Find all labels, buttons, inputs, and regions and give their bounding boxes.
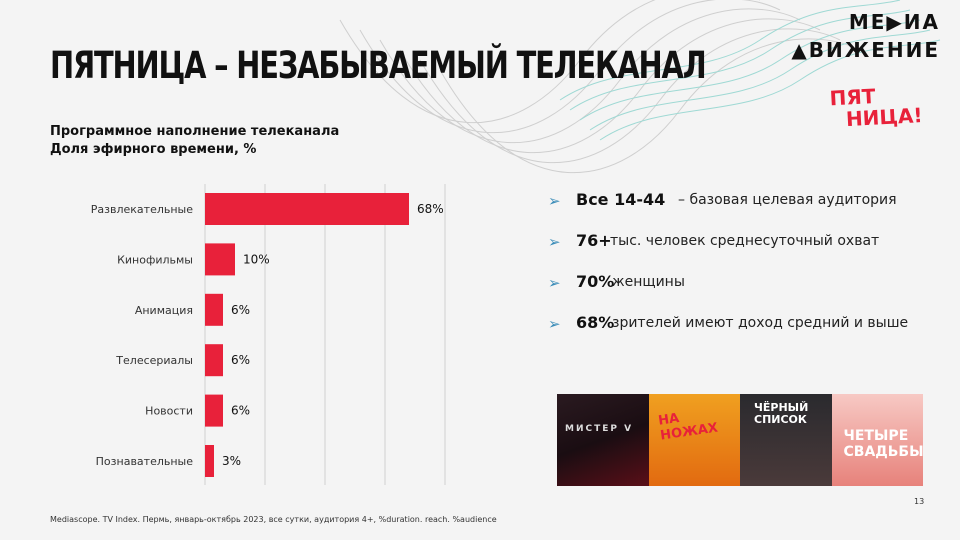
bar	[205, 293, 223, 326]
pyatnica-channel-logo: ПЯТ НИЦА!	[829, 84, 923, 128]
value-label: 6%	[231, 404, 250, 418]
bar-chart: Развлекательные 68% Кинофильмы 10% Анимация 6…	[91, 184, 446, 485]
bar	[205, 445, 214, 477]
bullet-strong: 70%	[576, 272, 615, 291]
media-dvizhenie-logo: МЕ▶ИА ▲ВИЖЕНИЕ	[791, 8, 940, 64]
bullet-text: зрителей имеют доход средний и выше	[612, 315, 909, 331]
logo-line-2: ▲ВИЖЕНИЕ	[791, 38, 940, 62]
category-label: Развлекательные	[91, 203, 193, 216]
bullet-strong: 76+	[576, 231, 612, 250]
show-title: ЧЁРНЫЙ СПИСОК	[754, 401, 809, 426]
subtitle-line-1: Программное наполнение телеканала	[50, 124, 340, 139]
bullet-text: женщины	[612, 274, 685, 290]
page-title: ПЯТНИЦА – НЕЗАБЫВАЕМЫЙ ТЕЛЕКАНАЛ	[50, 44, 707, 87]
show-thumbnail: МИСТЕР V	[557, 394, 649, 486]
channel-logo-line-1: ПЯТ	[829, 84, 876, 110]
chart-subtitle: Программное наполнение телеканала Доля э…	[50, 123, 339, 159]
source-note: Mediascope. TV Index. Пермь, январь-октя…	[50, 515, 497, 524]
category-label: Новости	[145, 405, 193, 418]
category-label: Кинофильмы	[117, 253, 193, 266]
category-label: Познавательные	[96, 455, 194, 468]
bar	[205, 344, 223, 377]
arrow-icon: ➢	[548, 192, 561, 210]
category-label: Телесериалы	[115, 354, 193, 367]
show-thumbnail: ЧЕТЫРЕ СВАДЬБЫ	[831, 394, 924, 486]
channel-logo-line-2: НИЦА!	[845, 103, 923, 128]
show-thumbnails: МИСТЕР V НА НОЖАХ ЧЁРНЫЙ СПИСОК ЧЕТЫРЕ С…	[557, 394, 923, 486]
bar	[205, 394, 223, 427]
bar	[205, 193, 409, 225]
value-label: 6%	[231, 353, 250, 367]
logo-line-1: МЕ▶ИА	[848, 10, 940, 34]
bullet-text: тыс. человек среднесуточный охват	[610, 233, 880, 249]
show-title: ЧЕТЫРЕ СВАДЬБЫ	[843, 428, 924, 460]
bullet-strong: Все 14-44	[576, 190, 666, 209]
bullet-strong: 68%	[576, 313, 615, 332]
value-label: 3%	[222, 454, 241, 468]
bullet-text: – базовая целевая аудитория	[678, 192, 897, 208]
value-label: 68%	[417, 202, 444, 216]
value-label: 10%	[243, 252, 270, 266]
arrow-icon: ➢	[548, 274, 561, 292]
show-title: НА НОЖАХ	[656, 410, 719, 444]
value-label: 6%	[231, 303, 250, 317]
subtitle-line-2: Доля эфирного времени, %	[50, 142, 257, 157]
arrow-icon: ➢	[548, 233, 561, 251]
bar	[205, 243, 235, 276]
show-title: МИСТЕР V	[565, 424, 634, 434]
show-thumbnail: НА НОЖАХ	[648, 394, 740, 486]
category-label: Анимация	[135, 304, 193, 317]
arrow-icon: ➢	[548, 315, 561, 333]
page-number: 13	[914, 497, 925, 506]
show-thumbnail: ЧЁРНЫЙ СПИСОК	[740, 394, 832, 486]
